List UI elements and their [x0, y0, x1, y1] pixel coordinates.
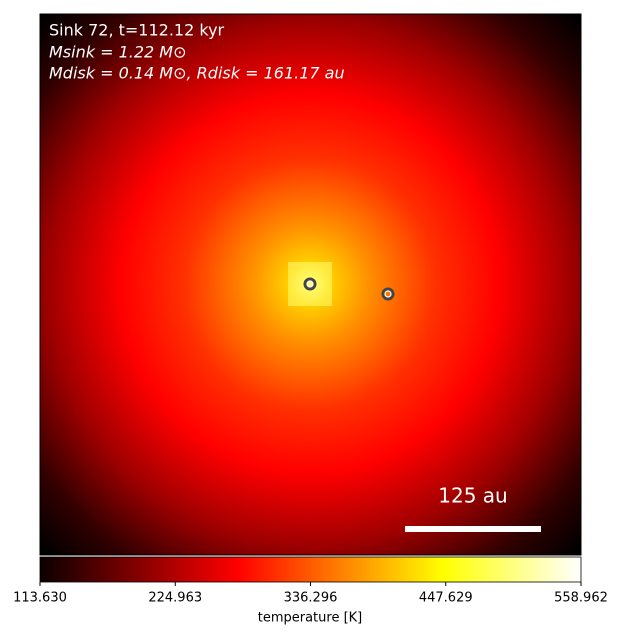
frame — [39, 13, 582, 556]
colorbar-tick-label: 558.962 — [554, 591, 608, 606]
colorbar-tick-label: 224.963 — [148, 591, 202, 606]
heatmap-image — [40, 14, 581, 555]
annotation: Mdisk = 0.14 M⊙, Rdisk = 161.17 au — [49, 64, 345, 83]
sink-markers — [303, 277, 395, 301]
scale-bar-label: 125 au — [438, 484, 507, 508]
sink-marker-inner — [384, 290, 392, 298]
colorbar-label: temperature [K] — [258, 611, 363, 626]
colorbar — [39, 556, 582, 583]
sink-marker — [381, 287, 395, 301]
core — [288, 262, 332, 306]
sink-marker-inner — [306, 280, 314, 288]
colorbar-tick-label: 336.296 — [284, 591, 338, 606]
sink-marker — [303, 277, 317, 291]
annotation: Msink = 1.22 M⊙ — [49, 43, 187, 62]
annotation: Sink 72, t=112.12 kyr — [49, 21, 225, 40]
colorbar-tick-label: 447.629 — [419, 591, 473, 606]
colorbar-tick-label: 113.630 — [13, 591, 67, 606]
